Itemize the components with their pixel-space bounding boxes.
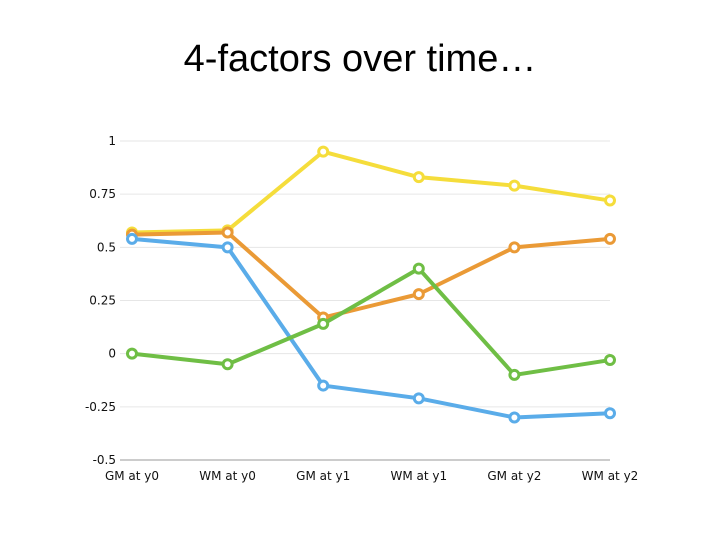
x-tick-label: GM at y2 xyxy=(487,469,541,483)
y-tick-label: 0.5 xyxy=(97,240,116,254)
series-4 xyxy=(126,262,616,381)
y-tick-label: 0.25 xyxy=(89,294,116,308)
data-point xyxy=(126,347,138,360)
data-point xyxy=(221,226,234,239)
slide-title: 4-factors over time… xyxy=(183,38,537,80)
data-point xyxy=(221,241,234,254)
series-line xyxy=(130,149,612,235)
x-tick-label: GM at y0 xyxy=(105,469,159,483)
x-tick-label: WM at y1 xyxy=(390,469,447,483)
y-axis-ticks: 1 0.75 0.5 0.25 0 -0.25 -0.5 xyxy=(85,134,116,467)
data-point xyxy=(508,411,521,424)
data-point xyxy=(604,407,616,420)
data-point xyxy=(221,358,234,371)
data-point xyxy=(317,145,330,158)
x-axis-ticks: GM at y0 WM at y0 GM at y1 WM at y1 GM at y2… xyxy=(105,469,638,483)
data-point xyxy=(412,171,425,184)
data-point xyxy=(508,179,521,192)
y-tick-label: -0.25 xyxy=(85,400,116,414)
x-tick-label: WM at y0 xyxy=(199,469,256,483)
data-point xyxy=(317,317,330,330)
y-tick-label: 0 xyxy=(108,347,116,361)
data-point xyxy=(412,288,425,301)
series-lines xyxy=(126,145,616,424)
series-3 xyxy=(126,232,616,424)
data-point xyxy=(412,392,425,405)
data-point xyxy=(508,368,521,381)
grid-lines xyxy=(120,140,610,461)
data-point xyxy=(508,241,521,254)
series-line xyxy=(130,266,612,377)
x-tick-label: WM at y2 xyxy=(582,469,639,483)
data-point xyxy=(604,194,616,207)
series-2 xyxy=(126,226,616,324)
y-tick-label: 1 xyxy=(108,134,116,148)
data-point xyxy=(317,379,330,392)
series-line xyxy=(130,236,612,420)
x-tick-label: GM at y1 xyxy=(296,469,350,483)
data-point xyxy=(412,262,425,275)
data-point xyxy=(126,232,138,245)
series-1 xyxy=(126,145,616,239)
data-point xyxy=(604,232,616,245)
y-tick-label: 0.75 xyxy=(89,187,116,201)
data-point xyxy=(604,354,616,367)
y-tick-label: -0.5 xyxy=(93,453,116,467)
series-line xyxy=(130,230,612,320)
